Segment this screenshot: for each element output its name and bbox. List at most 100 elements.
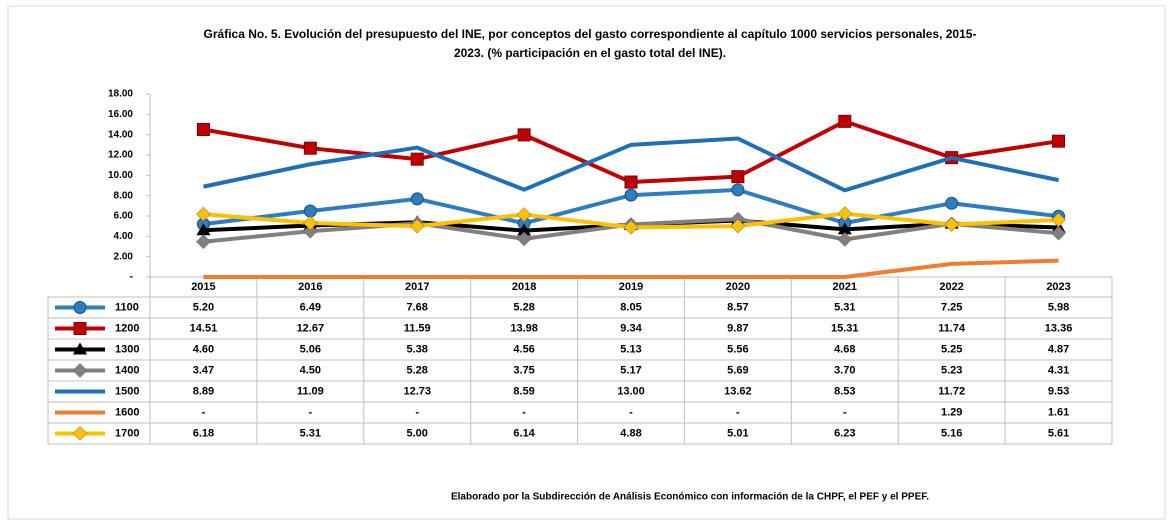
table-value: 13.00 <box>617 385 645 397</box>
chart-title: Gráfica No. 5. Evolución del presupuesto… <box>204 27 977 41</box>
table-value: 11.59 <box>404 322 431 334</box>
table-value: 5.25 <box>941 343 962 355</box>
table-value: 5.06 <box>300 343 321 355</box>
legend-label: 1400 <box>115 364 139 376</box>
point-marker <box>731 170 745 184</box>
table-value: 5.13 <box>620 343 641 355</box>
y-tick-label: 2.00 <box>114 251 134 262</box>
legend-label: 1600 <box>115 406 139 418</box>
legend-label: 1100 <box>115 301 139 313</box>
table-value: 1.29 <box>941 406 962 418</box>
y-tick-label: 12.00 <box>108 150 133 161</box>
point-marker <box>517 223 532 236</box>
series-line <box>203 136 1059 193</box>
table-value: 7.25 <box>941 301 962 313</box>
table-value: 5.28 <box>513 301 534 313</box>
table-value: 4.88 <box>620 427 641 439</box>
table-value: 4.56 <box>513 343 534 355</box>
table-value: 5.17 <box>620 364 641 376</box>
table-value: 5.16 <box>941 427 962 439</box>
table-value: 3.70 <box>834 364 855 376</box>
table-value: 5.56 <box>727 343 748 355</box>
y-tick-label: 18.00 <box>108 89 133 100</box>
table-value: 11.74 <box>938 322 966 334</box>
table-value: 8.53 <box>834 385 855 397</box>
table-value: 6.49 <box>300 301 321 313</box>
point-marker <box>303 141 317 155</box>
table-value: 8.59 <box>513 385 534 397</box>
table-value: 11.09 <box>297 385 324 397</box>
y-tick-label: 8.00 <box>114 190 134 201</box>
x-tick-label: 2015 <box>191 281 215 293</box>
legend-label: 1700 <box>115 427 139 439</box>
table-value: 9.87 <box>727 322 748 334</box>
legend-marker <box>73 342 87 355</box>
table-value: 5.20 <box>193 301 214 313</box>
table-value: 4.50 <box>300 364 321 376</box>
point-marker <box>410 152 424 166</box>
table-value: 4.31 <box>1048 364 1069 376</box>
table-value: 12.73 <box>403 385 431 397</box>
table-value: 5.28 <box>407 364 428 376</box>
table-value: 5.23 <box>941 364 962 376</box>
table-value: 11.72 <box>938 385 965 397</box>
table-value: 7.68 <box>407 301 428 313</box>
table-value: 5.69 <box>727 364 748 376</box>
point-marker <box>944 217 960 232</box>
source-note: Elaborado por la Subdirección de Análisi… <box>451 492 929 503</box>
table-value: 6.23 <box>834 427 855 439</box>
legend-label: 1300 <box>115 343 139 355</box>
point-marker <box>837 222 852 235</box>
point-marker <box>837 232 853 247</box>
legend-marker <box>73 322 87 335</box>
point-marker <box>410 192 424 206</box>
table-value: 6.14 <box>513 427 535 439</box>
point-marker <box>303 204 317 218</box>
point-marker <box>1051 212 1066 228</box>
table-value: 5.38 <box>407 343 428 355</box>
table-value: 5.31 <box>300 427 321 439</box>
table-value: - <box>522 406 526 418</box>
table-value: 4.68 <box>834 343 855 355</box>
table-value: 13.98 <box>510 322 538 334</box>
table-value: - <box>629 406 633 418</box>
table-value: 5.01 <box>727 427 748 439</box>
table-value: 15.31 <box>831 322 859 334</box>
table-value: 6.18 <box>193 427 214 439</box>
x-tick-label: 2019 <box>619 281 643 293</box>
table-value: - <box>308 406 312 418</box>
x-tick-label: 2023 <box>1046 281 1070 293</box>
point-marker <box>837 206 853 222</box>
table-value: 12.67 <box>297 322 325 334</box>
legend-marker <box>73 301 87 314</box>
point-marker <box>196 223 211 236</box>
x-tick-label: 2016 <box>298 281 322 293</box>
table-value: - <box>736 406 740 418</box>
y-tick-label: 14.00 <box>108 129 133 140</box>
table-value: 8.89 <box>193 385 214 397</box>
table-value: 4.87 <box>1048 343 1069 355</box>
legend-label: 1200 <box>115 322 139 334</box>
y-tick-label: 10.00 <box>108 170 133 181</box>
point-marker <box>730 218 746 234</box>
point-marker <box>196 122 210 136</box>
table-value: 5.31 <box>834 301 855 313</box>
table-value: 9.34 <box>620 322 642 334</box>
x-tick-label: 2021 <box>833 281 857 293</box>
table-value: 3.47 <box>193 364 214 376</box>
table-value: 8.57 <box>727 301 748 313</box>
chart-subtitle: 2023. (% participación en el gasto total… <box>454 46 726 60</box>
legend-marker <box>72 426 88 441</box>
point-marker <box>623 220 639 235</box>
legend-marker <box>72 363 88 378</box>
point-marker <box>409 218 425 234</box>
point-marker <box>624 175 638 189</box>
table-value: - <box>415 406 419 418</box>
table-value: 14.51 <box>190 322 218 334</box>
table-value: 1.61 <box>1048 406 1069 418</box>
y-tick-label: 16.00 <box>108 109 133 120</box>
point-marker <box>516 231 532 247</box>
table-value: - <box>843 406 847 418</box>
point-marker <box>302 223 318 239</box>
